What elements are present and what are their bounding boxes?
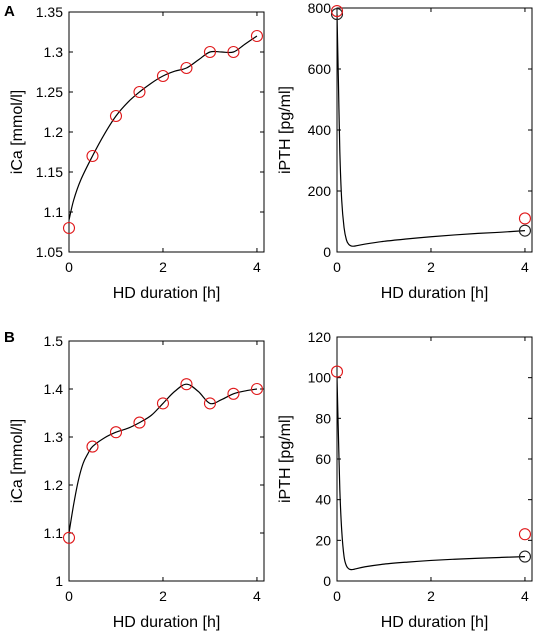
x-tick-label: 4 xyxy=(253,259,261,275)
model-curve xyxy=(337,14,525,247)
y-tick-label: 400 xyxy=(308,122,332,138)
observed-point xyxy=(330,5,344,18)
x-tick-label: 2 xyxy=(159,588,167,604)
model-point xyxy=(518,550,532,563)
observed-point xyxy=(518,212,532,225)
y-tick-label: 600 xyxy=(308,61,332,77)
x-tick-label: 0 xyxy=(65,259,73,275)
observed-point xyxy=(227,45,240,59)
x-tick-label: 4 xyxy=(253,588,261,604)
y-tick-label: 120 xyxy=(308,329,332,345)
observed-point xyxy=(250,382,264,396)
chart-b-ipth: 0 20 40 60 80 100 120 0 2 4 HD duration [h] iPTH [p… xyxy=(277,329,533,631)
y-tick-label: 1.35 xyxy=(36,4,63,20)
observed-point xyxy=(109,426,123,439)
axes-box xyxy=(68,340,265,582)
y-tick-label: 0 xyxy=(323,573,331,589)
y-tick-label: 1.4 xyxy=(44,381,64,397)
y-tick-label: 20 xyxy=(315,532,331,548)
observed-point xyxy=(203,45,217,59)
observed-point xyxy=(133,416,146,429)
observed-point xyxy=(203,397,217,410)
observed-point xyxy=(156,69,170,83)
y-axis-label: iPTH [pg/ml] xyxy=(277,415,294,503)
model-curve xyxy=(337,377,525,571)
x-axis-label: HD duration [h] xyxy=(113,285,221,302)
y-axis-label: iPTH [pg/ml] xyxy=(277,86,294,174)
observed-point xyxy=(250,29,264,43)
observed-point xyxy=(156,397,170,410)
x-tick-label: 2 xyxy=(427,588,435,604)
x-tick-label: 2 xyxy=(159,259,167,275)
x-axis-label: HD duration [h] xyxy=(113,614,221,631)
y-tick-label: 1.1 xyxy=(44,525,64,541)
y-tick-label: 1.2 xyxy=(44,124,64,140)
panel-letter-a: A xyxy=(4,3,15,20)
chart-b-ica: 1 1.1 1.2 1.3 1.4 1.5 0 2 4 HD duration [h] iCa [m… xyxy=(9,333,265,631)
x-tick-label: 0 xyxy=(65,588,73,604)
y-tick-label: 800 xyxy=(308,0,332,16)
observed-point xyxy=(133,85,146,99)
model-point xyxy=(330,8,344,21)
y-tick-label: 60 xyxy=(315,451,331,467)
chart-a-ipth: 0 200 400 600 800 0 2 4 HD duration [h] iPTH [pg/… xyxy=(277,0,533,302)
observed-point xyxy=(330,365,344,378)
x-tick-label: 0 xyxy=(333,259,341,275)
observed-point xyxy=(180,61,193,75)
x-tick-label: 0 xyxy=(333,588,341,604)
observed-point xyxy=(62,221,76,235)
observed-point xyxy=(109,109,123,123)
axes-box xyxy=(336,336,533,582)
y-tick-label: 1.1 xyxy=(44,204,64,220)
observed-point xyxy=(518,528,532,541)
y-axis-label: iCa [mmol/l] xyxy=(9,90,26,174)
x-axis-label: HD duration [h] xyxy=(381,614,489,631)
y-tick-label: 1.15 xyxy=(36,164,63,180)
y-tick-label: 100 xyxy=(308,370,332,386)
observed-point xyxy=(227,387,240,400)
y-tick-label: 1 xyxy=(55,573,63,589)
chart-a-ica: 1.05 1.1 1.15 1.2 1.25 1.3 1.35 0 2 4 HD duration … xyxy=(9,4,265,302)
observed-point xyxy=(62,531,76,544)
y-axis-label: iCa [mmol/l] xyxy=(9,419,26,503)
axes-box xyxy=(336,7,533,253)
x-tick-label: 4 xyxy=(521,588,529,604)
axes-box xyxy=(68,11,265,253)
y-tick-label: 1.3 xyxy=(44,44,64,60)
y-tick-label: 1.3 xyxy=(44,429,64,445)
model-curve xyxy=(69,383,258,534)
y-tick-label: 1.2 xyxy=(44,477,64,493)
y-tick-label: 80 xyxy=(315,410,331,426)
observed-point xyxy=(86,149,99,163)
model-point xyxy=(518,224,532,237)
observed-point xyxy=(86,440,99,453)
y-tick-label: 1.25 xyxy=(36,84,63,100)
y-tick-label: 1.05 xyxy=(36,244,63,260)
y-tick-label: 1.5 xyxy=(44,333,64,349)
y-tick-label: 0 xyxy=(323,244,331,260)
x-axis-label: HD duration [h] xyxy=(381,285,489,302)
model-curve xyxy=(69,35,258,221)
y-tick-label: 40 xyxy=(315,492,331,508)
y-tick-label: 200 xyxy=(308,183,332,199)
x-tick-label: 4 xyxy=(521,259,529,275)
panel-letter-b: B xyxy=(4,329,15,346)
observed-point xyxy=(180,378,193,391)
x-tick-label: 2 xyxy=(427,259,435,275)
